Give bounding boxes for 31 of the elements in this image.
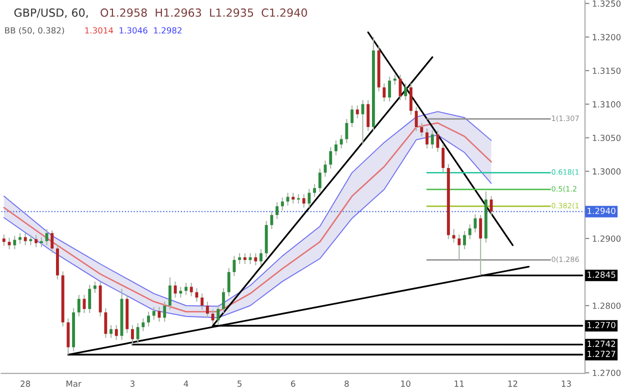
y-tick-label: 1.2800	[592, 302, 621, 309]
y-tick-label: 1.2900	[592, 235, 621, 242]
y-tick-label: 1.3050	[592, 134, 621, 142]
x-tick-label: 10	[401, 380, 410, 387]
annotation: BB (50, 0.382)	[5, 27, 64, 35]
legend-label: 1.2742	[588, 340, 616, 347]
y-tick-label: 1.3000	[592, 168, 621, 175]
x-tick-label: 4	[184, 380, 188, 387]
x-tick-label: 13	[562, 380, 571, 387]
series-label: 1.2845	[588, 272, 616, 278]
annotation: 1.3046	[120, 27, 148, 34]
x-tick-label: Mar	[66, 380, 82, 387]
y-tick-label: 1.3250	[592, 0, 621, 7]
annotation: 1.3014	[85, 27, 114, 34]
text: O1.2958 H1.2963 L1.2935 C1.2940	[100, 8, 308, 17]
x-tick-label: 8	[344, 380, 349, 387]
x-tick-label: 12	[508, 380, 518, 387]
y-tick-label: 1.2700	[592, 370, 621, 376]
x-tick-label: 6	[291, 380, 296, 387]
y-tick-label: 1.3100	[592, 101, 621, 108]
legend-label: 1.2727	[588, 350, 616, 357]
series-label: 1.2770	[588, 322, 616, 328]
text: GBP/USD, 60,	[14, 8, 88, 18]
x-tick-label: 5	[238, 380, 242, 387]
annotation: 1.2982	[154, 27, 182, 34]
x-tick-label: 11	[454, 380, 464, 387]
ref-line-label: 1.2940	[588, 208, 616, 214]
x-tick-label: 28	[20, 380, 30, 387]
y-tick-label: 1.3150	[592, 68, 621, 74]
y-tick-label: 1.3200	[592, 34, 621, 40]
x-tick-label: 3	[130, 380, 134, 387]
